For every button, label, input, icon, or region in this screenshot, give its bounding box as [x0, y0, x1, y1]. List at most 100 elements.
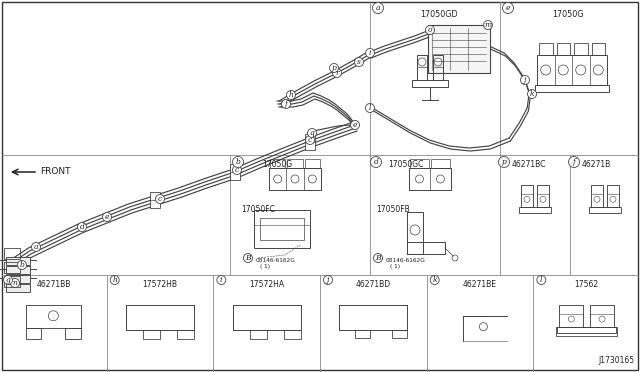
- Circle shape: [537, 276, 546, 285]
- Circle shape: [351, 121, 360, 129]
- Text: ( 1): ( 1): [390, 264, 400, 269]
- Circle shape: [10, 279, 19, 288]
- Text: h: h: [289, 91, 293, 99]
- Text: 46271BC: 46271BC: [512, 160, 547, 169]
- Circle shape: [217, 276, 226, 285]
- Text: c: c: [235, 166, 239, 174]
- Text: 17050GC: 17050GC: [388, 160, 424, 169]
- Circle shape: [282, 99, 291, 109]
- Bar: [557, 327, 616, 333]
- Bar: [407, 242, 445, 254]
- Text: f: f: [285, 100, 287, 108]
- Circle shape: [372, 3, 383, 13]
- Text: l: l: [540, 276, 543, 284]
- Text: e: e: [353, 121, 357, 129]
- Circle shape: [307, 128, 317, 138]
- Bar: [431, 159, 450, 168]
- Text: k: k: [433, 276, 437, 284]
- Text: b: b: [20, 261, 24, 269]
- Circle shape: [365, 48, 374, 58]
- Circle shape: [365, 103, 374, 112]
- Text: 46271BE: 46271BE: [463, 280, 497, 289]
- Text: s: s: [357, 58, 361, 66]
- Text: a: a: [34, 243, 38, 251]
- Circle shape: [17, 260, 26, 269]
- Circle shape: [355, 58, 364, 67]
- Bar: [535, 85, 609, 92]
- Circle shape: [330, 64, 339, 73]
- Text: c: c: [308, 136, 312, 144]
- Circle shape: [156, 195, 164, 203]
- Bar: [607, 185, 619, 207]
- Text: d: d: [79, 223, 84, 231]
- Circle shape: [3, 276, 13, 285]
- Text: 17050G: 17050G: [262, 160, 292, 169]
- Circle shape: [499, 157, 509, 167]
- Text: p: p: [332, 64, 337, 72]
- Circle shape: [77, 222, 86, 231]
- Bar: [287, 159, 303, 168]
- Bar: [143, 330, 160, 339]
- Text: l: l: [369, 104, 371, 112]
- Bar: [26, 305, 81, 328]
- Circle shape: [232, 166, 241, 174]
- Circle shape: [102, 212, 111, 221]
- Circle shape: [520, 76, 529, 84]
- Circle shape: [232, 157, 243, 167]
- Text: FRONT: FRONT: [40, 167, 70, 176]
- Bar: [591, 185, 603, 207]
- Text: 08146-6162G: 08146-6162G: [256, 258, 296, 263]
- Text: 46271BB: 46271BB: [36, 280, 70, 289]
- Text: 17572HB: 17572HB: [143, 280, 177, 289]
- Bar: [250, 330, 267, 339]
- Text: ( 1): ( 1): [260, 264, 270, 269]
- Text: j: j: [524, 76, 526, 84]
- Text: e: e: [506, 4, 510, 12]
- Bar: [537, 185, 549, 207]
- Text: i: i: [369, 49, 371, 57]
- Circle shape: [502, 3, 513, 13]
- Bar: [269, 168, 321, 190]
- Text: 46271B: 46271B: [582, 160, 611, 169]
- Bar: [557, 43, 570, 55]
- Text: h: h: [112, 276, 117, 284]
- Bar: [65, 328, 81, 339]
- Text: 08146-6162G: 08146-6162G: [386, 258, 426, 263]
- Text: 17050G: 17050G: [552, 10, 584, 19]
- Text: b: b: [236, 158, 241, 166]
- Text: 17050FB: 17050FB: [376, 205, 410, 214]
- Bar: [270, 159, 285, 168]
- Bar: [254, 210, 310, 248]
- Text: d: d: [374, 158, 378, 166]
- Text: e: e: [105, 213, 109, 221]
- Text: 17562: 17562: [575, 280, 599, 289]
- Circle shape: [568, 157, 579, 167]
- Circle shape: [371, 157, 381, 167]
- Text: k: k: [530, 90, 534, 98]
- Circle shape: [527, 90, 536, 99]
- Bar: [589, 207, 621, 213]
- Text: m: m: [484, 21, 492, 29]
- Bar: [6, 266, 30, 274]
- Text: p: p: [502, 158, 506, 166]
- Bar: [6, 257, 30, 265]
- Bar: [392, 330, 408, 338]
- Text: i: i: [220, 276, 223, 284]
- Bar: [559, 305, 583, 327]
- Text: j: j: [327, 276, 329, 284]
- Circle shape: [333, 68, 342, 77]
- Text: q: q: [310, 129, 314, 137]
- Bar: [417, 55, 427, 80]
- Bar: [355, 330, 370, 338]
- Circle shape: [374, 253, 383, 263]
- Text: B: B: [375, 254, 381, 262]
- Circle shape: [110, 276, 119, 285]
- Bar: [412, 80, 448, 87]
- Text: n: n: [13, 279, 17, 287]
- Text: c: c: [158, 195, 162, 203]
- Bar: [410, 159, 429, 168]
- Bar: [539, 43, 552, 55]
- Bar: [407, 212, 423, 254]
- Bar: [590, 305, 614, 327]
- Bar: [305, 134, 315, 150]
